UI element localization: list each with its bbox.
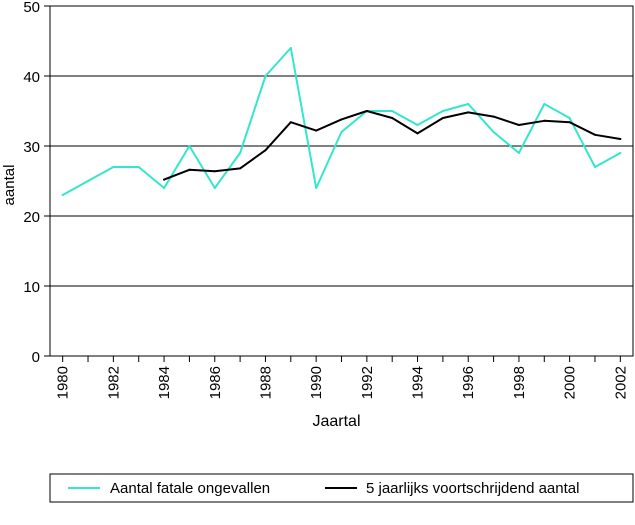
data-point xyxy=(391,110,394,112)
data-point xyxy=(441,110,444,112)
x-tick-label: 1992 xyxy=(359,366,376,399)
y-tick-label: 0 xyxy=(32,349,40,366)
y-axis-title: aantal xyxy=(1,165,18,206)
data-point xyxy=(340,131,343,133)
data-point xyxy=(315,187,318,189)
data-point xyxy=(213,170,216,173)
x-tick-label: 1986 xyxy=(207,366,224,399)
data-point xyxy=(137,166,140,168)
legend-label-1: Aantal fatale ongevallen xyxy=(110,480,270,497)
data-point xyxy=(264,75,267,77)
x-tick-label: 1994 xyxy=(410,366,427,399)
data-point xyxy=(188,168,191,171)
data-point xyxy=(239,167,242,170)
data-point xyxy=(188,145,191,147)
data-point xyxy=(568,121,571,124)
data-point xyxy=(543,119,546,122)
data-point xyxy=(340,118,343,121)
data-point xyxy=(264,149,267,152)
x-axis-title: Jaartal xyxy=(312,413,360,430)
data-point xyxy=(467,103,470,105)
plot-frame xyxy=(49,5,634,357)
data-point xyxy=(391,117,394,119)
data-point xyxy=(416,124,419,126)
x-tick-label: 1984 xyxy=(156,366,173,399)
data-point xyxy=(517,124,520,126)
x-tick-label: 1982 xyxy=(105,366,122,399)
data-point xyxy=(619,152,622,154)
axis-labels: 0 10 20 30 40 50 1980 1982 1984 1986 1988 1990 1992 1… xyxy=(1,0,629,430)
data-point xyxy=(492,131,495,133)
legend: Aantal fatale ongevallen 5 jaarlijks voor… xyxy=(49,473,634,503)
data-point xyxy=(289,121,292,124)
data-point xyxy=(112,166,115,168)
data-point xyxy=(163,178,166,181)
data-point xyxy=(416,132,419,135)
data-point xyxy=(315,129,318,132)
data-point xyxy=(289,47,292,49)
y-tick-label: 50 xyxy=(23,0,40,16)
data-point xyxy=(593,133,596,136)
series-lines xyxy=(61,47,622,196)
x-tick-label: 1996 xyxy=(460,366,477,399)
data-point xyxy=(568,117,571,119)
data-point xyxy=(467,111,470,114)
x-tick-label: 1990 xyxy=(308,366,325,399)
data-point xyxy=(543,103,546,105)
legend-box xyxy=(49,473,634,503)
x-tick-label: 1998 xyxy=(511,366,528,399)
axes xyxy=(44,5,634,362)
data-point xyxy=(163,187,166,189)
x-tick-label: 2002 xyxy=(612,366,629,399)
legend-label-2: 5 jaarlijks voortschrijdend aantal xyxy=(366,480,579,497)
data-point xyxy=(619,138,622,140)
y-tick-label: 10 xyxy=(23,279,40,296)
data-point xyxy=(365,110,368,112)
gridlines xyxy=(50,5,633,357)
data-point xyxy=(517,152,520,154)
data-point xyxy=(87,180,90,182)
data-point xyxy=(441,117,444,119)
y-tick-label: 40 xyxy=(23,69,40,86)
data-point xyxy=(239,152,242,154)
data-point xyxy=(593,166,596,168)
data-point xyxy=(213,187,216,189)
data-point xyxy=(492,115,495,118)
x-tick-label: 2000 xyxy=(562,366,579,399)
y-tick-label: 30 xyxy=(23,139,40,156)
data-point xyxy=(61,194,64,196)
x-tick-label: 1988 xyxy=(257,366,274,399)
series-line-2 xyxy=(163,110,622,181)
y-tick-label: 20 xyxy=(23,209,40,226)
x-tick-label: 1980 xyxy=(55,366,72,399)
